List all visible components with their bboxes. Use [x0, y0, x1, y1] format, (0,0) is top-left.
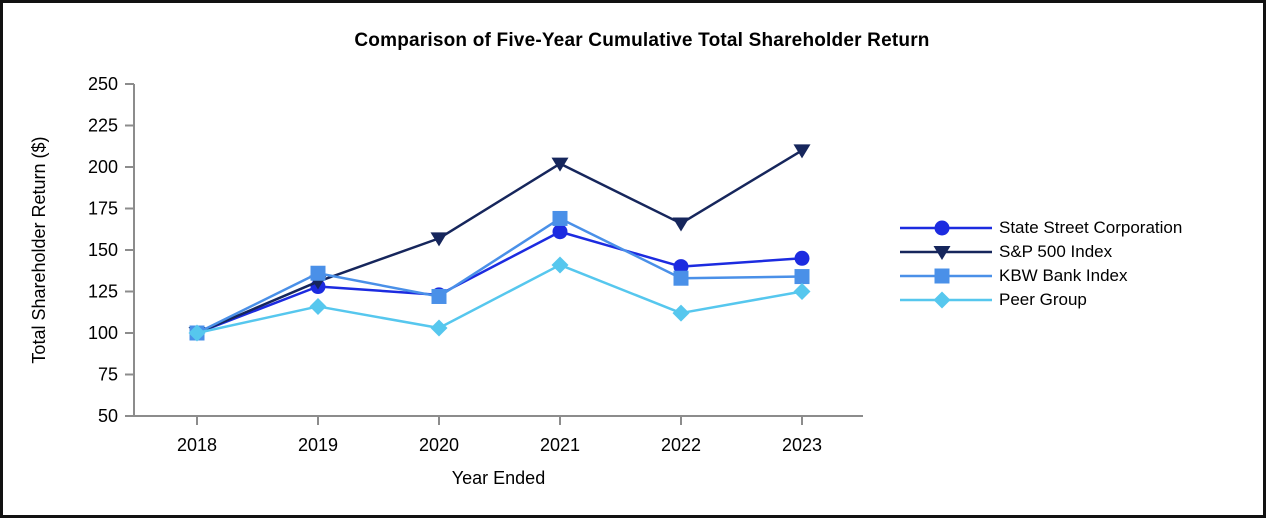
data-point-marker [551, 157, 569, 172]
data-point-marker [430, 319, 448, 337]
chart-legend: State Street Corporation S&P 500 Index KBW… [900, 216, 1182, 312]
y-axis-title: Total Shareholder Return ($) [29, 136, 49, 363]
data-point-marker [793, 144, 811, 159]
data-point-marker [794, 269, 810, 285]
y-tick-label: 150 [88, 240, 118, 260]
x-tick-label: 2020 [419, 435, 459, 455]
data-point-marker [673, 259, 689, 275]
y-tick-label: 250 [88, 74, 118, 94]
x-tick-label: 2018 [177, 435, 217, 455]
chart-title: Comparison of Five-Year Cumulative Total… [354, 30, 930, 51]
y-tick-label: 225 [88, 116, 118, 136]
series-line [196, 230, 803, 335]
legend-item-kbw-bank-index: KBW Bank Index [900, 264, 1182, 288]
legend-triangle-down-marker [900, 246, 992, 260]
legend-diamond-marker [900, 291, 992, 309]
data-point-marker [430, 232, 448, 247]
data-point-marker [309, 297, 327, 315]
data-point-marker [431, 288, 447, 304]
data-point-marker [551, 256, 569, 274]
x-tick-label: 2021 [540, 435, 580, 455]
data-point-marker [933, 246, 951, 260]
series-line [196, 149, 803, 335]
series-s-p-500-index [188, 144, 811, 341]
series-state-street-corporation [189, 224, 810, 341]
y-tick-label: 100 [88, 323, 118, 343]
legend-item-peer-group: Peer Group [900, 288, 1182, 312]
series-peer-group [188, 256, 811, 342]
data-point-marker [673, 270, 689, 286]
legend-square-marker [900, 268, 992, 284]
x-axis-title: Year Ended [452, 468, 545, 488]
data-point-marker [793, 283, 811, 300]
legend-circle-marker [900, 220, 992, 236]
data-point-marker [934, 268, 950, 284]
data-point-marker [794, 250, 810, 266]
data-point-marker [672, 217, 690, 232]
y-tick-label: 50 [98, 406, 118, 426]
x-tick-label: 2023 [782, 435, 822, 455]
legend-label: KBW Bank Index [999, 266, 1128, 285]
legend-label: S&P 500 Index [999, 242, 1113, 261]
x-tick-label: 2019 [298, 435, 338, 455]
data-point-marker [552, 224, 568, 240]
legend-label: State Street Corporation [999, 218, 1183, 237]
y-tick-label: 200 [88, 157, 118, 177]
y-tick-label: 175 [88, 199, 118, 219]
x-tick-label: 2022 [661, 435, 701, 455]
y-tick-label: 75 [98, 365, 118, 385]
data-point-marker [310, 265, 326, 281]
y-tick-label: 125 [88, 282, 118, 302]
data-point-marker [672, 304, 690, 322]
data-point-marker [933, 291, 951, 309]
legend-item-s-p-500-index: S&P 500 Index [900, 240, 1182, 264]
line-chart-canvas: 250 225 200 175 150 125 100 75 50 2018 2019 2020 202… [29, 74, 863, 488]
data-point-marker [552, 210, 568, 226]
series-kbw-bank-index [189, 210, 810, 341]
data-point-marker [934, 220, 950, 236]
series-line [196, 217, 803, 335]
legend-item-state-street-corporation: State Street Corporation [900, 216, 1182, 240]
data-point-marker [188, 324, 206, 342]
series-line [196, 263, 803, 335]
legend-label: Peer Group [999, 290, 1087, 309]
axes-line [133, 84, 863, 417]
